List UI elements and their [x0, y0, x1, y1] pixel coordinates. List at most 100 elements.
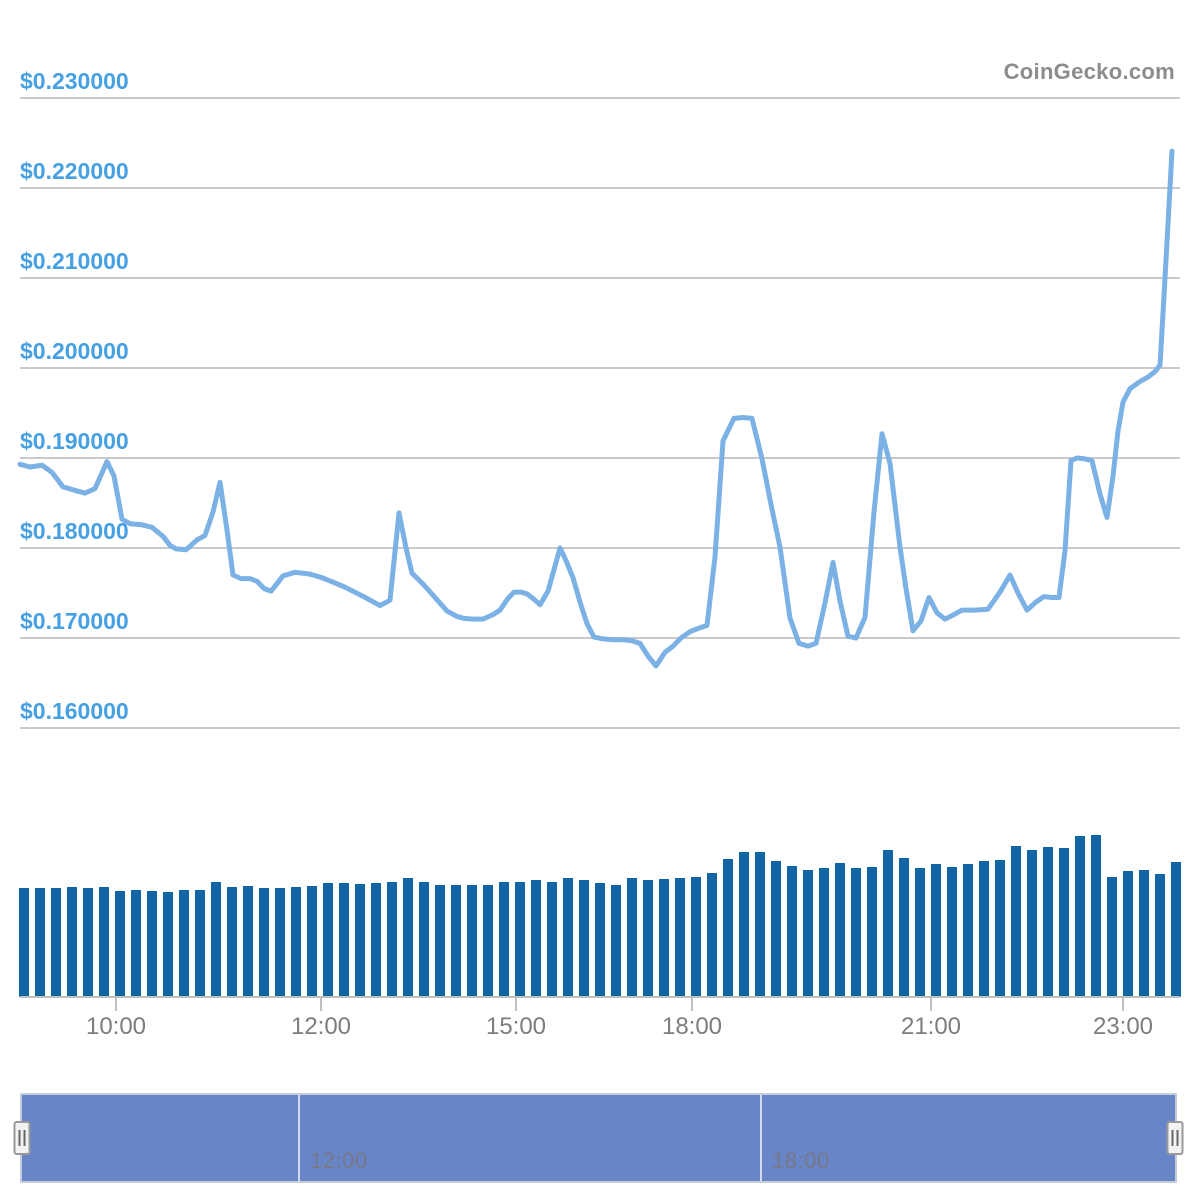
volume-bar [515, 882, 525, 997]
grip-line [18, 1130, 21, 1146]
volume-bar [915, 868, 925, 997]
volume-bar [131, 890, 141, 997]
volume-bar [115, 891, 125, 997]
x-axis-label: 15:00 [486, 1013, 546, 1040]
volume-bar [99, 887, 109, 997]
volume-bar [771, 861, 781, 997]
volume-bar [803, 870, 813, 997]
y-axis-label: $0.230000 [20, 68, 129, 94]
volume-bar [419, 882, 429, 997]
y-axis-label: $0.180000 [20, 518, 129, 544]
y-axis-label: $0.210000 [20, 248, 129, 274]
volume-bar [499, 882, 509, 997]
volume-bar [51, 888, 61, 997]
volume-bar [323, 883, 333, 997]
y-axis-label: $0.220000 [20, 158, 129, 184]
volume-bar [867, 867, 877, 997]
volume-bar [435, 885, 445, 997]
volume-bar [1107, 877, 1117, 997]
volume-bar [1091, 835, 1101, 997]
volume-bar [1139, 870, 1149, 997]
volume-bar [339, 883, 349, 997]
y-axis-label: $0.170000 [20, 608, 129, 634]
navigator-divider [760, 1095, 762, 1181]
y-axis-label: $0.200000 [20, 338, 129, 364]
volume-bar [531, 880, 541, 997]
navigator-right-handle-icon[interactable] [1166, 1121, 1184, 1155]
volume-bar [659, 879, 669, 997]
volume-bar [35, 888, 45, 997]
volume-bar [307, 886, 317, 997]
volume-bar [947, 867, 957, 997]
x-axis-label: 12:00 [291, 1013, 351, 1040]
coingecko-watermark: CoinGecko.com [1003, 59, 1175, 84]
volume-bar [83, 888, 93, 997]
volume-bar [611, 885, 621, 997]
volume-bar [19, 888, 29, 997]
navigator-time-label: 18:00 [772, 1148, 830, 1173]
volume-bar [995, 860, 1005, 997]
volume-bar [819, 868, 829, 997]
volume-bar [403, 878, 413, 997]
volume-bar [179, 890, 189, 997]
volume-bar [1171, 862, 1181, 997]
y-axis-label: $0.190000 [20, 428, 129, 454]
x-axis-label: 21:00 [901, 1013, 961, 1040]
volume-bar [259, 888, 269, 997]
volume-bar [851, 868, 861, 997]
volume-bar [787, 866, 797, 997]
volume-bar [883, 850, 893, 997]
volume-bar [195, 890, 205, 997]
navigator-time-label: 12:00 [310, 1148, 368, 1173]
volume-bar [147, 891, 157, 997]
volume-bar [1027, 850, 1037, 997]
volume-bar [355, 884, 365, 997]
volume-bar [1123, 871, 1133, 997]
volume-bar [707, 873, 717, 997]
volume-bar [291, 887, 301, 997]
volume-bar [467, 885, 477, 997]
volume-bar [675, 878, 685, 997]
x-axis-label: 18:00 [662, 1013, 722, 1040]
volume-bar [1075, 836, 1085, 997]
volume-bar [483, 885, 493, 997]
grip-line [1176, 1130, 1179, 1146]
volume-bar [227, 887, 237, 997]
volume-bar [163, 892, 173, 997]
volume-bar [1059, 848, 1069, 997]
volume-bar [931, 864, 941, 997]
volume-bar [371, 883, 381, 997]
navigator-band[interactable]: 12:00 18:00 [13, 1093, 1184, 1183]
volume-bar [451, 885, 461, 997]
x-axis-label: 23:00 [1093, 1013, 1153, 1040]
volume-bar [691, 877, 701, 997]
volume-bar [563, 878, 573, 997]
volume-bar [243, 886, 253, 997]
grip-line [1171, 1130, 1174, 1146]
price-line-series[interactable] [17, 148, 1175, 669]
grip-line [23, 1130, 26, 1146]
volume-bar [1155, 874, 1165, 997]
volume-bar [739, 852, 749, 997]
volume-bar [723, 859, 733, 997]
navigator-divider [298, 1095, 300, 1181]
volume-bar [963, 864, 973, 997]
volume-bar [979, 861, 989, 997]
volume-bar [1043, 847, 1053, 997]
volume-bar [579, 880, 589, 997]
volume-bar [835, 863, 845, 997]
volume-bar [643, 880, 653, 997]
x-axis-label: 10:00 [86, 1013, 146, 1040]
volume-bar [547, 882, 557, 997]
navigator-left-handle-icon[interactable] [13, 1121, 31, 1155]
volume-bar [211, 882, 221, 997]
volume-bar [387, 882, 397, 997]
volume-bar [595, 883, 605, 997]
volume-bar [67, 887, 77, 997]
volume-bar [627, 878, 637, 997]
volume-bar [755, 852, 765, 997]
volume-bar [1011, 846, 1021, 997]
y-axis-label: $0.160000 [20, 698, 129, 724]
